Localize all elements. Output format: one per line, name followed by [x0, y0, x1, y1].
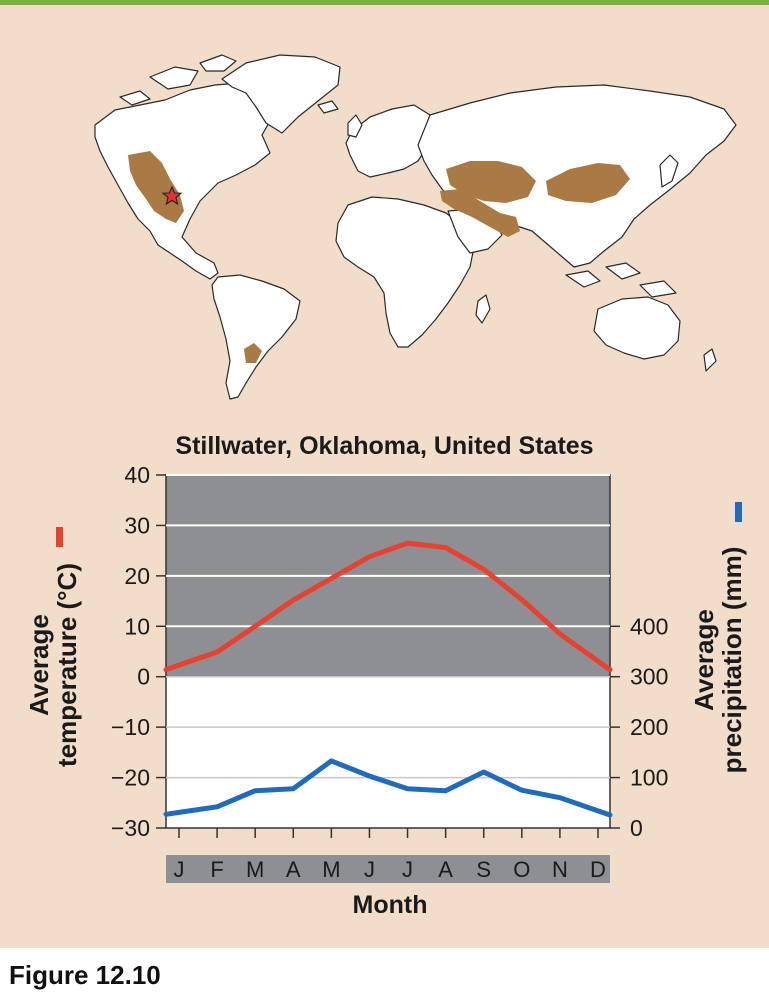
x-axis-label: Month — [353, 891, 428, 919]
left-axis-title: Average temperature (°C) — [24, 527, 82, 767]
right-tick-label: 400 — [630, 613, 668, 639]
australia-landmass — [593, 296, 681, 360]
figure-caption: Figure 12.10 — [9, 960, 161, 990]
right-axis-title-line1: Average — [689, 609, 719, 711]
greenland-landmass — [221, 54, 341, 134]
uk-landmass — [347, 114, 363, 138]
figure-panel: Stillwater, Oklahoma, United States 40 30… — [0, 5, 769, 948]
left-tick-label: 20 — [124, 563, 150, 589]
left-axis-title-line1: Average — [24, 614, 54, 716]
month-label: M — [322, 857, 340, 882]
southeast-asia-island-1 — [565, 270, 601, 288]
grassland-region-central-asia — [446, 161, 536, 203]
world-map — [94, 54, 737, 400]
left-tick-label: 30 — [124, 512, 150, 538]
lower-plot-area — [166, 676, 610, 828]
southeast-asia-island-3 — [639, 280, 677, 298]
month-label: J — [364, 857, 375, 882]
month-label: M — [246, 857, 264, 882]
month-label: F — [210, 857, 223, 882]
left-tick-label: 40 — [124, 462, 150, 488]
left-axis-title-line2: temperature (°C) — [52, 563, 82, 767]
chart-title: Stillwater, Oklahoma, United States — [175, 432, 594, 460]
grassland-regions — [128, 151, 630, 363]
right-tick-label: 200 — [630, 714, 668, 740]
month-label: A — [286, 857, 301, 882]
new-zealand-landmass — [703, 348, 717, 372]
arctic-island-3 — [119, 90, 151, 106]
month-label: J — [402, 857, 413, 882]
month-band-background — [166, 855, 610, 883]
month-label: O — [513, 857, 530, 882]
precipitation-line — [163, 758, 613, 818]
south-america-landmass — [211, 274, 301, 400]
arctic-island-1 — [149, 66, 199, 90]
temperature-legend-swatch — [56, 527, 63, 547]
top-accent-rule — [0, 0, 769, 5]
series-layer — [163, 540, 613, 818]
right-tick-label: 100 — [630, 765, 668, 791]
arctic-island-2 — [199, 54, 237, 72]
left-tick-label: −30 — [111, 815, 150, 841]
month-label: D — [590, 857, 606, 882]
grassland-region-east-asia — [546, 163, 630, 203]
month-label: J — [174, 857, 185, 882]
grassland-region-west-asia — [440, 189, 520, 237]
right-tick-label: 300 — [630, 664, 668, 690]
precipitation-legend-swatch — [735, 502, 742, 522]
left-axis: 40 30 20 10 0 −10 −20 −30 — [111, 462, 166, 841]
southeast-asia-island-2 — [605, 262, 641, 280]
temperature-line — [163, 540, 613, 673]
right-axis-title-line2: precipitation (mm) — [717, 547, 747, 774]
month-label: N — [552, 857, 568, 882]
left-tick-label: 0 — [137, 664, 150, 690]
grassland-region-north-america — [128, 151, 184, 223]
plot-background — [165, 474, 611, 829]
left-tick-label: −10 — [111, 714, 150, 740]
location-marker — [161, 185, 183, 206]
star-icon — [161, 185, 183, 206]
right-axis-title: Average precipitation (mm) — [689, 502, 747, 773]
month-label: S — [476, 857, 491, 882]
grassland-region-south-america — [244, 343, 262, 363]
europe-landmass — [345, 104, 441, 178]
iceland-landmass — [317, 100, 339, 114]
month-label: A — [438, 857, 453, 882]
africa-landmass — [335, 196, 475, 348]
left-tick-label: −20 — [111, 765, 150, 791]
grid-lines — [166, 474, 610, 779]
left-tick-label: 10 — [124, 613, 150, 639]
right-axis: 400 300 200 100 0 — [610, 613, 668, 841]
right-tick-label: 0 — [630, 815, 643, 841]
madagascar-landmass — [475, 294, 491, 324]
japan-landmass — [659, 154, 679, 188]
